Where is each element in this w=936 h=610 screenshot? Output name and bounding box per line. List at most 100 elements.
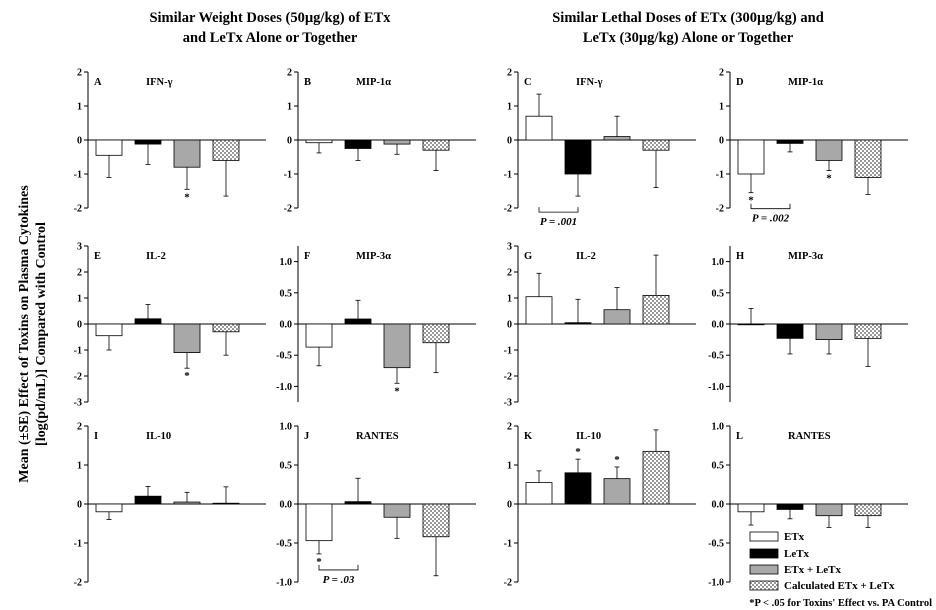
- y-tick-label-c: -2: [504, 204, 512, 215]
- y-tick-label-c: 0: [507, 136, 512, 147]
- bar-c-1: [525, 115, 553, 141]
- y-tick-label-i: 2: [77, 422, 82, 433]
- legend-swatch-etx: [749, 531, 779, 542]
- panel-cytokine-c: IFN-γ: [576, 77, 603, 88]
- pvalue-label-c: P = .001: [540, 216, 577, 228]
- panel-cytokine-k: IL-10: [576, 431, 601, 442]
- y-tick-label-k: 1: [507, 461, 512, 472]
- pvalue-bracket-c: [538, 207, 579, 213]
- panel-j: -1.0 -0.5 0.0 0.5 1.0 J RANTES *P = .03: [276, 422, 476, 589]
- pvalue-bracket-d: [750, 203, 791, 210]
- bar-i-4: [212, 502, 240, 505]
- panel-letter-b: B: [304, 77, 311, 88]
- y-tick-label-a: 0: [77, 136, 82, 147]
- panel-c: -2 -1 0 1 2 C IFN-γ P = .001: [504, 68, 696, 228]
- y-tick-label-j: -1.0: [276, 578, 292, 589]
- bar-j-4: [422, 503, 450, 538]
- bar-e-3: [173, 323, 201, 354]
- bar-e-1: [95, 323, 123, 337]
- y-tick-label-i: 1: [77, 461, 82, 472]
- panel-f: -1.0 -0.5 0.0 0.5 1.0 F MIP-3α *: [276, 246, 476, 402]
- bar-d-1: [737, 139, 765, 175]
- bar-b-4: [422, 139, 450, 151]
- bar-h-3: [815, 323, 843, 341]
- legend-swatch-letx: [749, 548, 779, 559]
- bar-a-4: [212, 139, 240, 161]
- bar-i-3: [173, 501, 201, 505]
- panel-letter-l: L: [736, 431, 743, 442]
- panel-letter-i: I: [94, 431, 98, 442]
- panel-cytokine-g: IL-2: [576, 251, 596, 262]
- left-group-title-line-2: and LeTx Alone or Together: [183, 30, 358, 46]
- bar-d-4: [854, 139, 882, 178]
- bar-h-4: [854, 323, 882, 339]
- bar-d-3: [815, 139, 843, 161]
- bar-l-2: [776, 503, 804, 510]
- bar-f-2: [344, 318, 372, 325]
- y-tick-label-i: -2: [74, 578, 82, 589]
- panel-k: -2 -1 0 1 2 K IL-10 * *: [504, 422, 696, 589]
- bar-a-1: [95, 139, 123, 156]
- bar-a-2: [134, 139, 162, 145]
- bar-c-3: [603, 136, 631, 141]
- y-tick-label-f: -1.0: [276, 382, 292, 393]
- bar-e-2: [134, 318, 162, 325]
- panel-letter-e: E: [94, 251, 101, 262]
- bar-k-3: [603, 478, 631, 505]
- bar-d-2: [776, 139, 804, 144]
- legend-label-calculated: Calculated ETx + LeTx: [784, 580, 895, 592]
- y-tick-label-c: 2: [507, 68, 512, 79]
- right-group-title-line-1: Similar Lethal Doses of ETx (300µg/kg) a…: [552, 10, 824, 26]
- bar-g-4: [642, 294, 670, 325]
- panel-d: -2 -1 0 1 2 D MIP-1α * * P = .002: [716, 68, 908, 225]
- y-tick-label-k: -2: [504, 578, 512, 589]
- pvalue-bracket-j: [318, 564, 359, 571]
- y-tick-label-l: -0.5: [708, 539, 724, 550]
- bar-c-2: [564, 139, 592, 175]
- y-tick-label-g: 2: [507, 268, 512, 279]
- legend-label-letx: LeTx: [784, 548, 810, 560]
- y-tick-label-e: 3: [77, 242, 82, 253]
- significance-star-d: *: [826, 173, 832, 185]
- legend-swatch-combined: [749, 564, 779, 575]
- y-tick-label-f: 0.5: [280, 288, 293, 299]
- panel-cytokine-d: MIP-1α: [788, 77, 823, 88]
- bar-a-3: [173, 139, 201, 168]
- y-tick-label-d: 1: [719, 102, 724, 113]
- y-tick-label-d: -1: [716, 170, 724, 181]
- y-tick-label-j: 0.0: [280, 500, 293, 511]
- y-tick-label-l: 0.5: [712, 461, 725, 472]
- y-tick-label-g: 3: [507, 242, 512, 253]
- bar-i-2: [134, 495, 162, 505]
- significance-star-a: *: [184, 191, 190, 203]
- panel-cytokine-h: MIP-3α: [788, 251, 823, 262]
- y-tick-label-j: -0.5: [276, 539, 292, 550]
- bar-j-1: [305, 503, 333, 542]
- bar-j-2: [344, 501, 372, 505]
- panel-letter-k: K: [524, 431, 533, 442]
- panel-cytokine-f: MIP-3α: [356, 251, 391, 262]
- y-tick-label-b: 0: [287, 136, 292, 147]
- bar-b-2: [344, 139, 372, 149]
- bar-f-1: [305, 323, 333, 348]
- y-tick-label-d: 2: [719, 68, 724, 79]
- panel-letter-h: H: [736, 251, 744, 262]
- y-tick-label-d: 0: [719, 136, 724, 147]
- legend-label-etx: ETx: [784, 531, 805, 543]
- y-tick-label-k: -1: [504, 539, 512, 550]
- significance-star-k: *: [614, 454, 620, 466]
- panel-letter-a: A: [94, 77, 102, 88]
- bar-l-1: [737, 503, 765, 513]
- panel-letter-f: F: [304, 251, 310, 262]
- bar-g-1: [525, 296, 553, 325]
- right-group-title-line-2: LeTx (30µg/kg) Alone or Together: [583, 30, 794, 46]
- bar-b-1: [305, 139, 333, 144]
- y-axis-label-line-1: Mean (±SE) Effect of Toxins on Plasma Cy…: [17, 185, 32, 483]
- panel-cytokine-b: MIP-1α: [356, 77, 391, 88]
- y-tick-label-e: -2: [74, 372, 82, 383]
- y-tick-label-h: -1.0: [708, 382, 724, 393]
- y-tick-label-g: 0: [507, 320, 512, 331]
- y-tick-label-e: -3: [74, 398, 82, 409]
- y-tick-label-h: 0.0: [712, 320, 725, 331]
